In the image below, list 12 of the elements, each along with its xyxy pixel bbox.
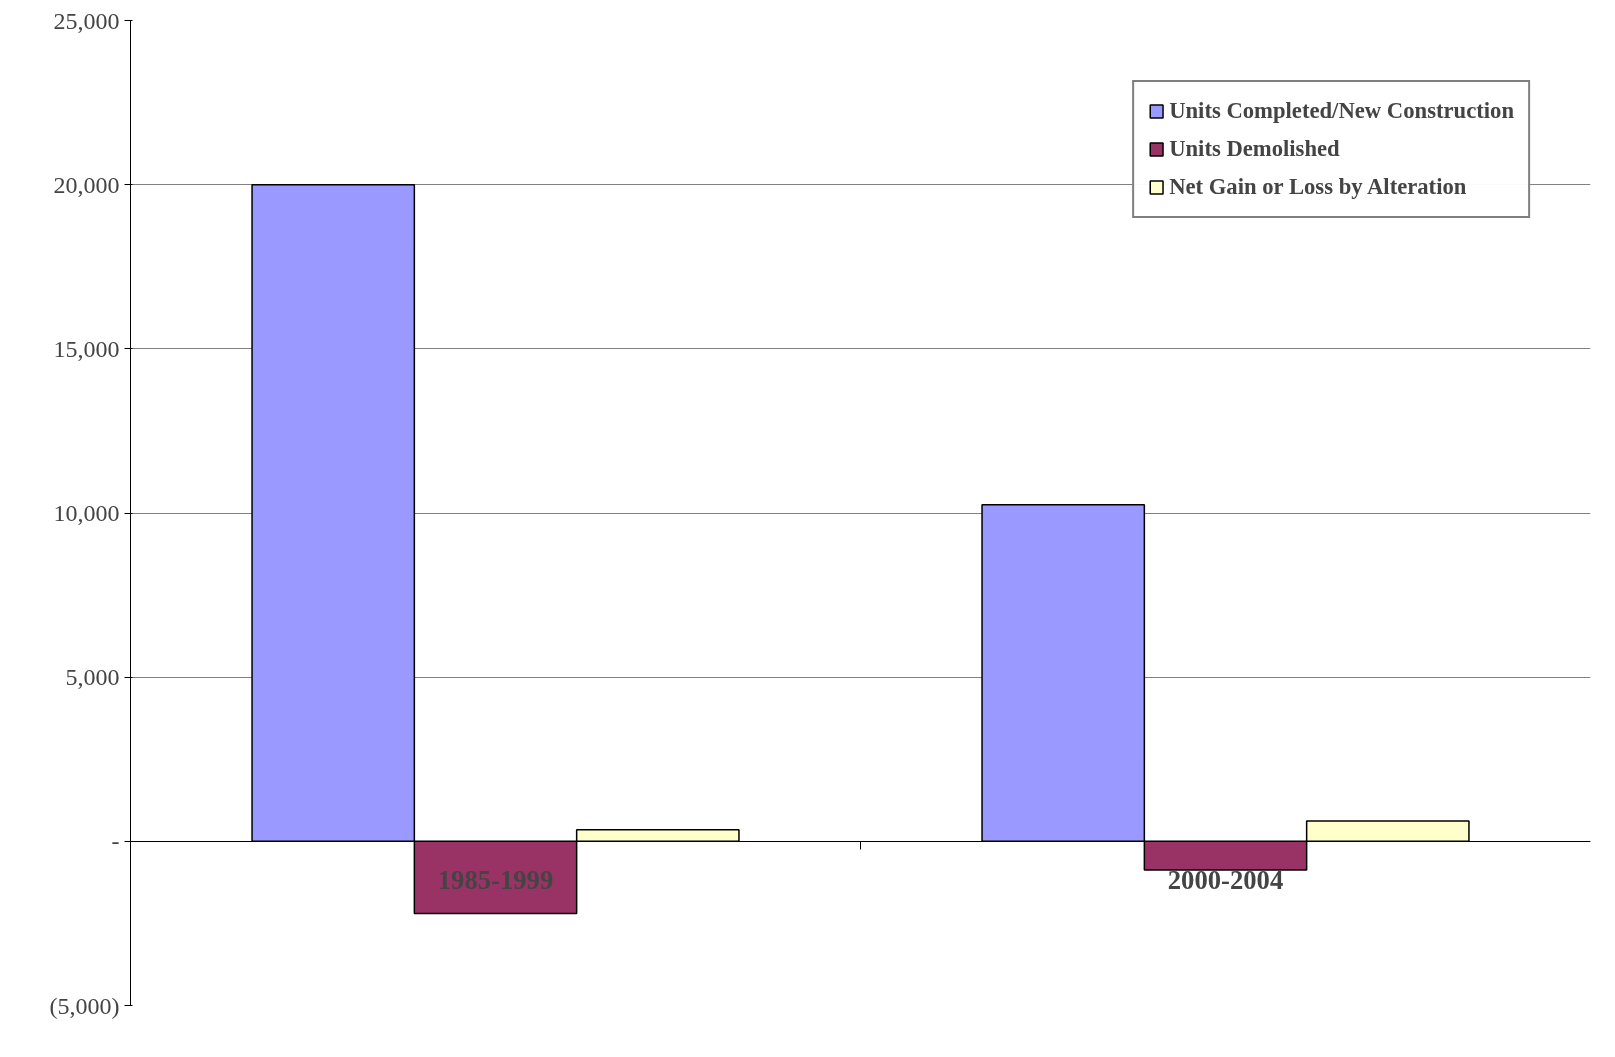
x-tick-label: 2000-2004 [1167, 865, 1284, 896]
y-tick-label: 5,000 [65, 664, 120, 691]
legend-label: Units Completed/New Construction [1169, 97, 1514, 125]
y-tick-label: 25,000 [53, 7, 120, 34]
x-tick-label: 1985-1999 [437, 865, 554, 896]
y-tick-label: 20,000 [53, 171, 120, 198]
legend-label: Net Gain or Loss by Alteration [1169, 173, 1467, 201]
legend-label: Units Demolished [1169, 135, 1340, 163]
y-tick-label: (5,000) [49, 992, 120, 1019]
y-tick-label: 10,000 [53, 500, 120, 526]
y-tick-label: 15,000 [53, 335, 120, 362]
y-tick-label: - [111, 828, 120, 855]
